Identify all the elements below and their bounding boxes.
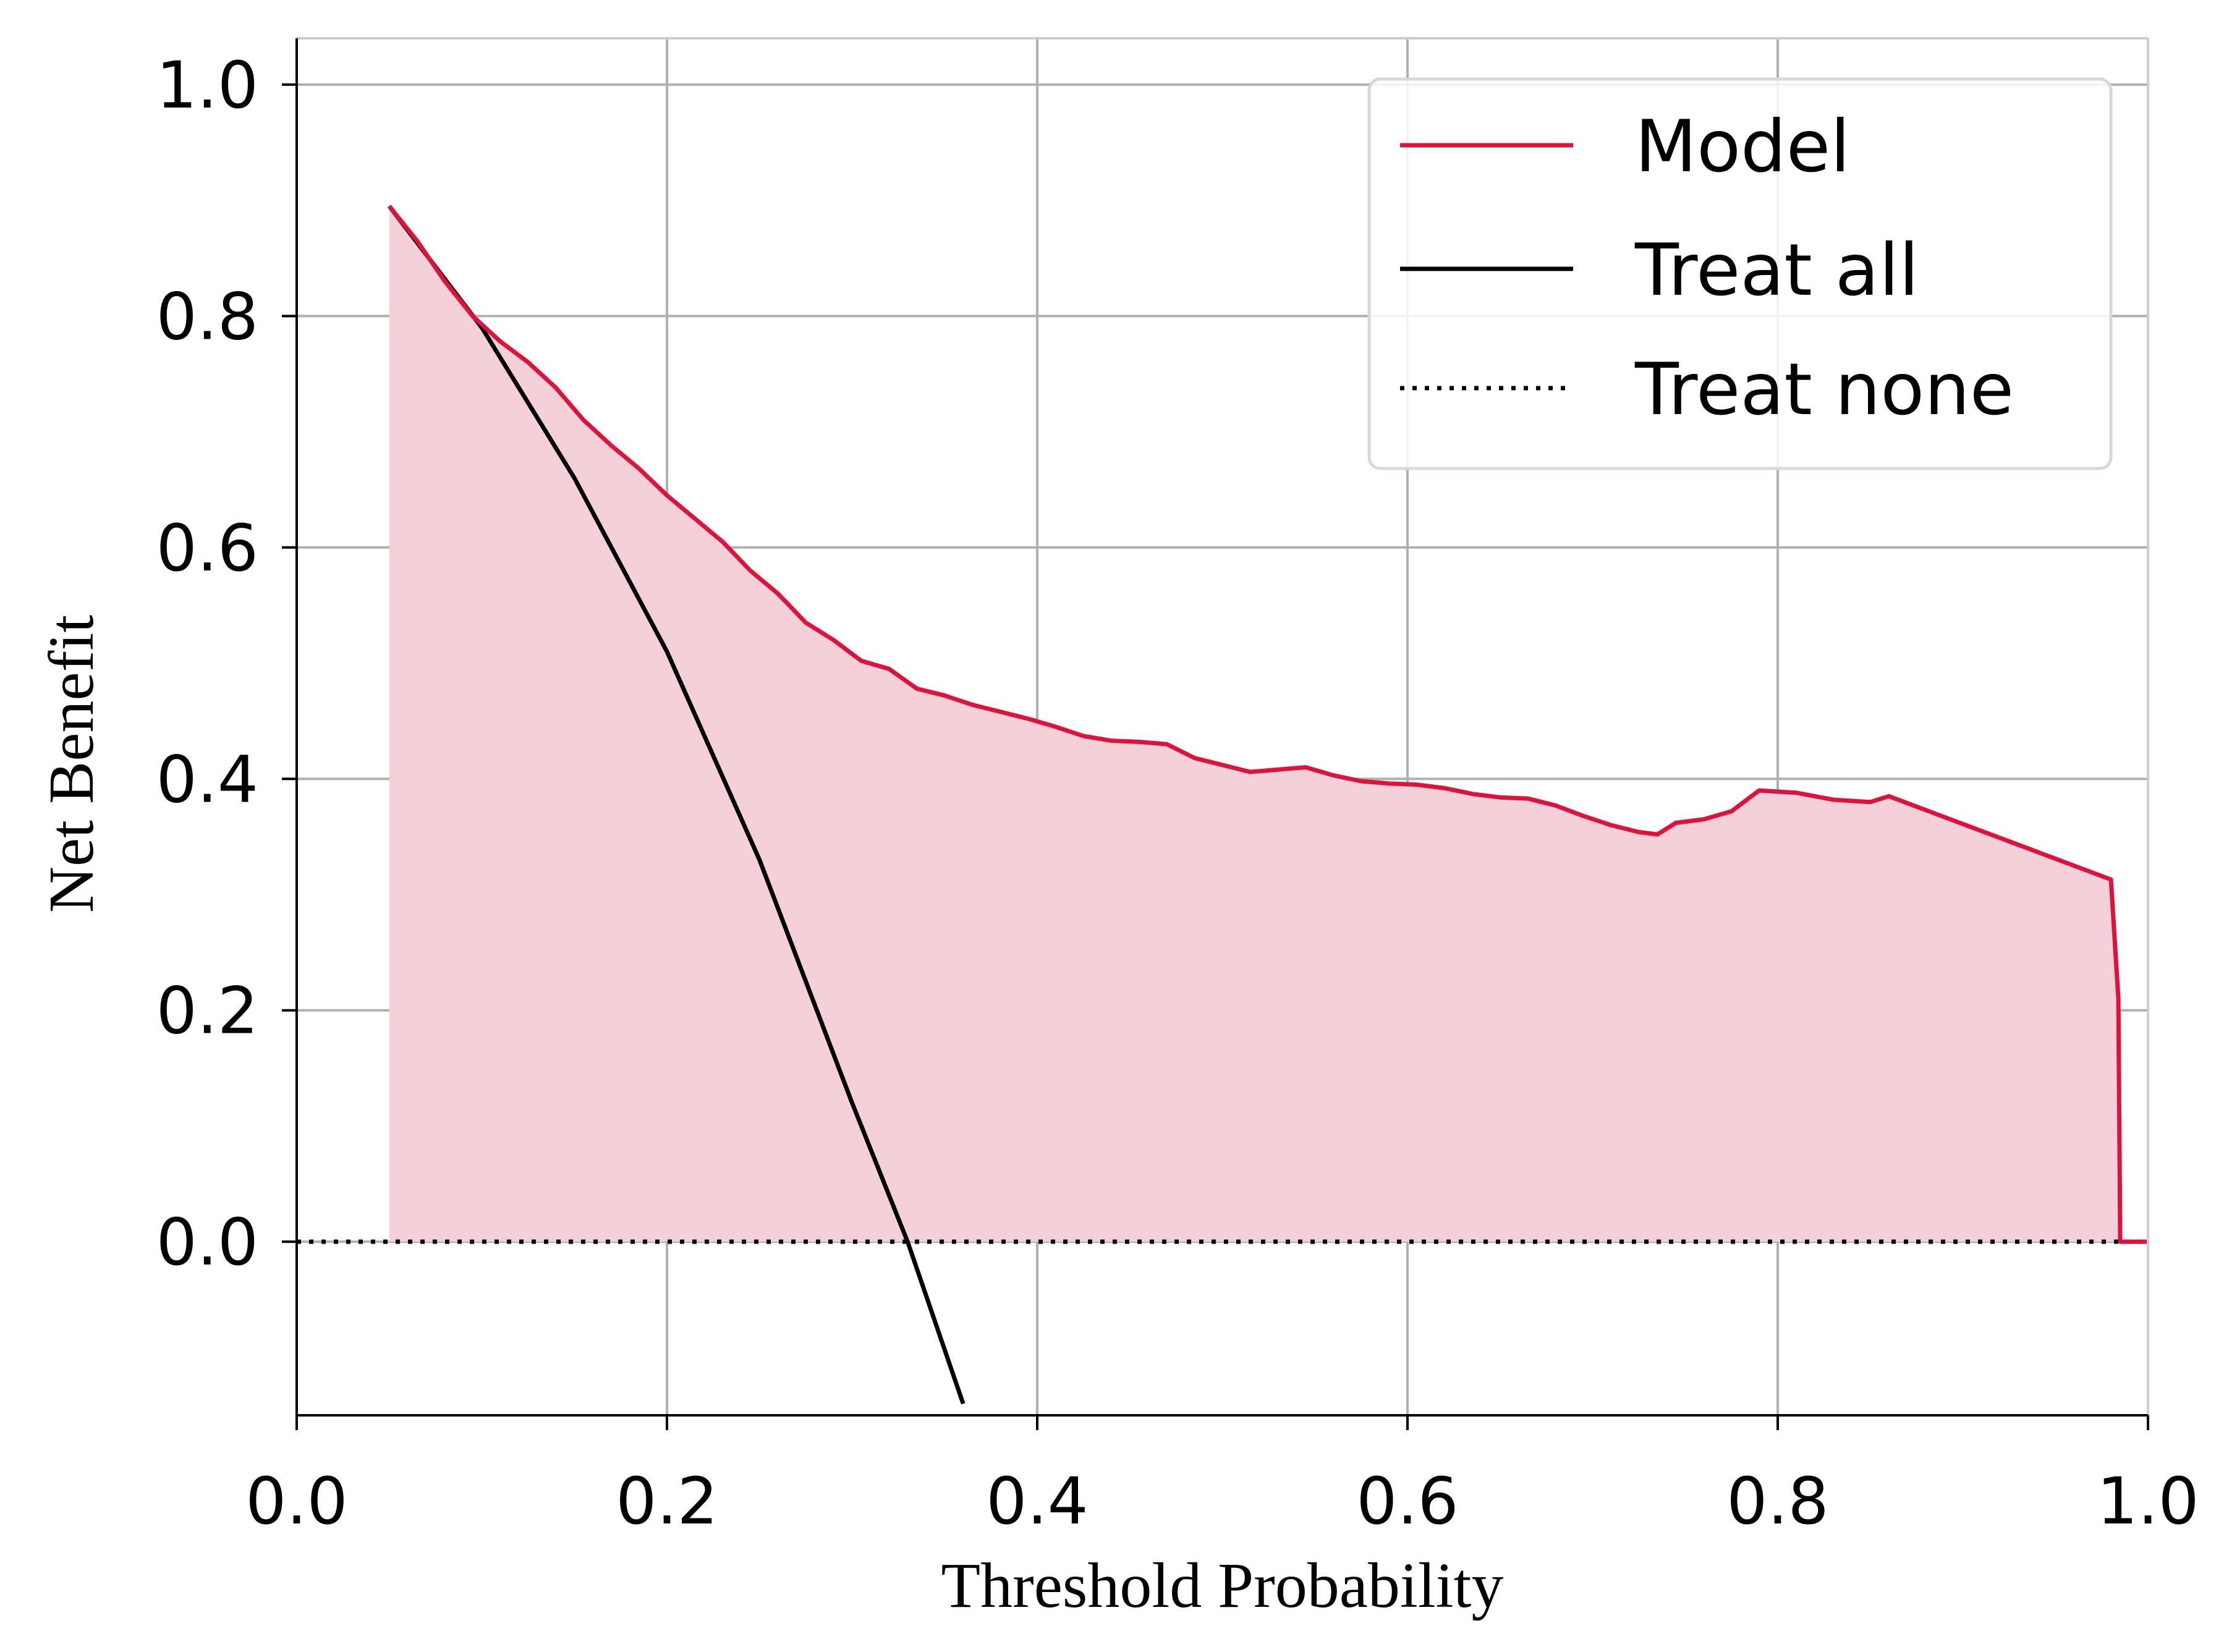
y-tick-label: 1.0 <box>156 48 258 123</box>
axes <box>282 37 2149 1430</box>
x-tick-label: 0.2 <box>616 1464 718 1539</box>
x-tick-label: 0.0 <box>245 1464 347 1539</box>
x-tick-label: 1.0 <box>2097 1464 2199 1539</box>
y-axis-label: Net Benefit <box>36 615 107 913</box>
x-tick-label: 0.8 <box>1726 1464 1828 1539</box>
y-tick-label: 0.8 <box>156 279 258 354</box>
y-tick-label: 0.0 <box>156 1205 258 1280</box>
model-area-fill <box>389 206 2148 1242</box>
x-axis-label: Threshold Probability <box>941 1550 1504 1621</box>
legend-label-treat-none: Treat none <box>1634 348 2014 431</box>
series-lines <box>297 205 2148 1405</box>
treat-all-line <box>387 205 966 1405</box>
y-tick-label: 0.4 <box>156 742 258 817</box>
x-tick-label: 0.6 <box>1356 1464 1458 1539</box>
y-tick-label: 0.6 <box>156 510 258 586</box>
legend-label-treat-all: Treat all <box>1634 229 1919 312</box>
legend-label-model: Model <box>1635 105 1850 188</box>
x-tick-label: 0.4 <box>986 1464 1088 1539</box>
legend: Model Treat all Treat none <box>1367 77 2113 470</box>
y-tick-label: 0.2 <box>156 973 258 1049</box>
legend-box <box>1367 77 2113 470</box>
tick-labels: 0.0 0.2 0.4 0.6 0.8 1.0 0.0 0.2 0.4 0.6 0.8 1.0 <box>156 48 2199 1539</box>
model-line <box>388 205 2148 1244</box>
